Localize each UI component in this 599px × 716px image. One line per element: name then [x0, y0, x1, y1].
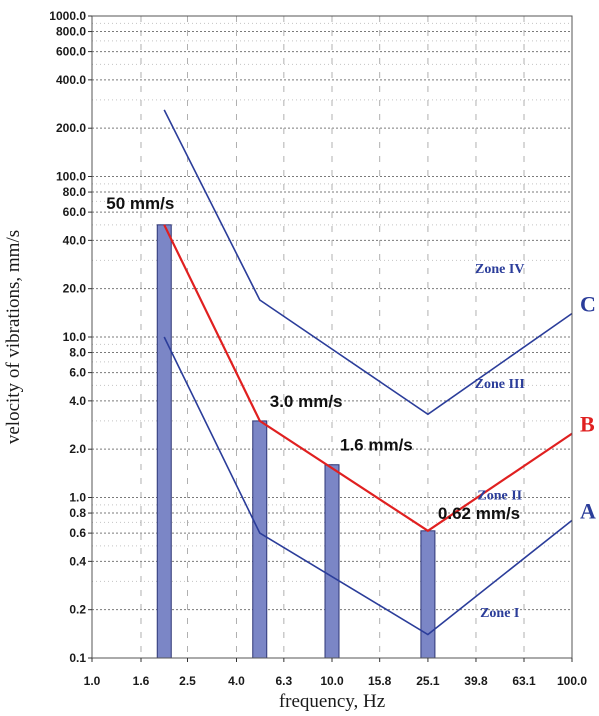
- x-tick-label: 1.0: [84, 674, 101, 688]
- curve-label-C: C: [580, 292, 596, 317]
- bar: [324, 464, 340, 659]
- x-tick-label: 25.1: [416, 674, 440, 688]
- y-tick-label: 100.0: [56, 170, 86, 184]
- x-axis-title: frequency, Hz: [279, 691, 385, 712]
- bar-value-label: 1.6 mm/s: [340, 436, 413, 455]
- x-tick-label: 2.5: [179, 674, 196, 688]
- y-tick-label: 40.0: [63, 233, 87, 247]
- x-tick-label: 39.8: [464, 674, 488, 688]
- bar-value-label: 0.62 mm/s: [438, 504, 520, 523]
- y-tick-label: 60.0: [63, 205, 87, 219]
- x-tick-label: 15.8: [368, 674, 392, 688]
- y-tick-label: 600.0: [56, 45, 86, 59]
- y-tick-label: 1000.0: [49, 9, 86, 23]
- y-tick-label: 0.6: [69, 526, 86, 540]
- x-tick-label: 63.1: [512, 674, 536, 688]
- y-tick-label: 4.0: [69, 394, 86, 408]
- x-tick-label: 6.3: [275, 674, 292, 688]
- bar-labels: 50 mm/s 3.0 mm/s 1.6 mm/s 0.62 mm/s: [106, 194, 520, 523]
- y-tick-label: 8.0: [69, 346, 86, 360]
- y-tick-label: 6.0: [69, 366, 86, 380]
- y-tick-label: 10.0: [63, 330, 87, 344]
- x-tick-label: 4.0: [228, 674, 245, 688]
- series-line-B: [163, 224, 573, 533]
- y-tick-label: 0.1: [69, 651, 86, 665]
- zone-label: Zone III: [475, 377, 525, 392]
- series-lines: [163, 109, 573, 636]
- x-tick-label: 1.6: [133, 674, 150, 688]
- series-line-A: [163, 336, 573, 636]
- series-line-C: [163, 109, 573, 416]
- y-tick-labels: 0.1 0.2 0.4 0.6 0.81.0 2.0 4.0 6.0 8.0 10.0 20.0 40…: [49, 9, 92, 665]
- zone-label: Zone I: [480, 606, 519, 621]
- y-tick-label: 0.8: [69, 506, 86, 520]
- x-tick-labels: 1.0 1.6 2.5 4.0 6.3 10.0 15.8 25.1 39.8 63.1 100.0: [84, 658, 587, 688]
- curve-label-B: B: [580, 412, 595, 437]
- x-tick-label: 10.0: [320, 674, 344, 688]
- y-axis-title: velocity of vibrations, mm/s: [3, 230, 24, 444]
- x-tick-label: 100.0: [557, 674, 587, 688]
- bar-value-label: 3.0 mm/s: [270, 392, 343, 411]
- bar: [156, 224, 172, 659]
- zone-labels: Zone IV Zone III Zone II Zone I: [475, 262, 525, 621]
- y-tick-label: 400.0: [56, 73, 86, 87]
- curve-label-A: A: [580, 498, 596, 523]
- y-tick-label: 200.0: [56, 121, 86, 135]
- y-tick-label: 0.4: [69, 554, 86, 568]
- zone-label: Zone IV: [475, 262, 524, 277]
- y-tick-label: 0.2: [69, 603, 86, 617]
- curve-labels: C B A: [580, 292, 596, 524]
- zone-label: Zone II: [477, 489, 522, 504]
- bars: [156, 224, 436, 659]
- y-tick-label: 1.0: [69, 491, 86, 505]
- y-tick-label: 20.0: [63, 282, 87, 296]
- bar: [252, 420, 268, 659]
- bar: [420, 530, 436, 659]
- y-tick-label: 80.0: [63, 185, 87, 199]
- bar-value-label: 50 mm/s: [106, 194, 174, 213]
- y-tick-label: 800.0: [56, 25, 86, 39]
- y-tick-label: 2.0: [69, 442, 86, 456]
